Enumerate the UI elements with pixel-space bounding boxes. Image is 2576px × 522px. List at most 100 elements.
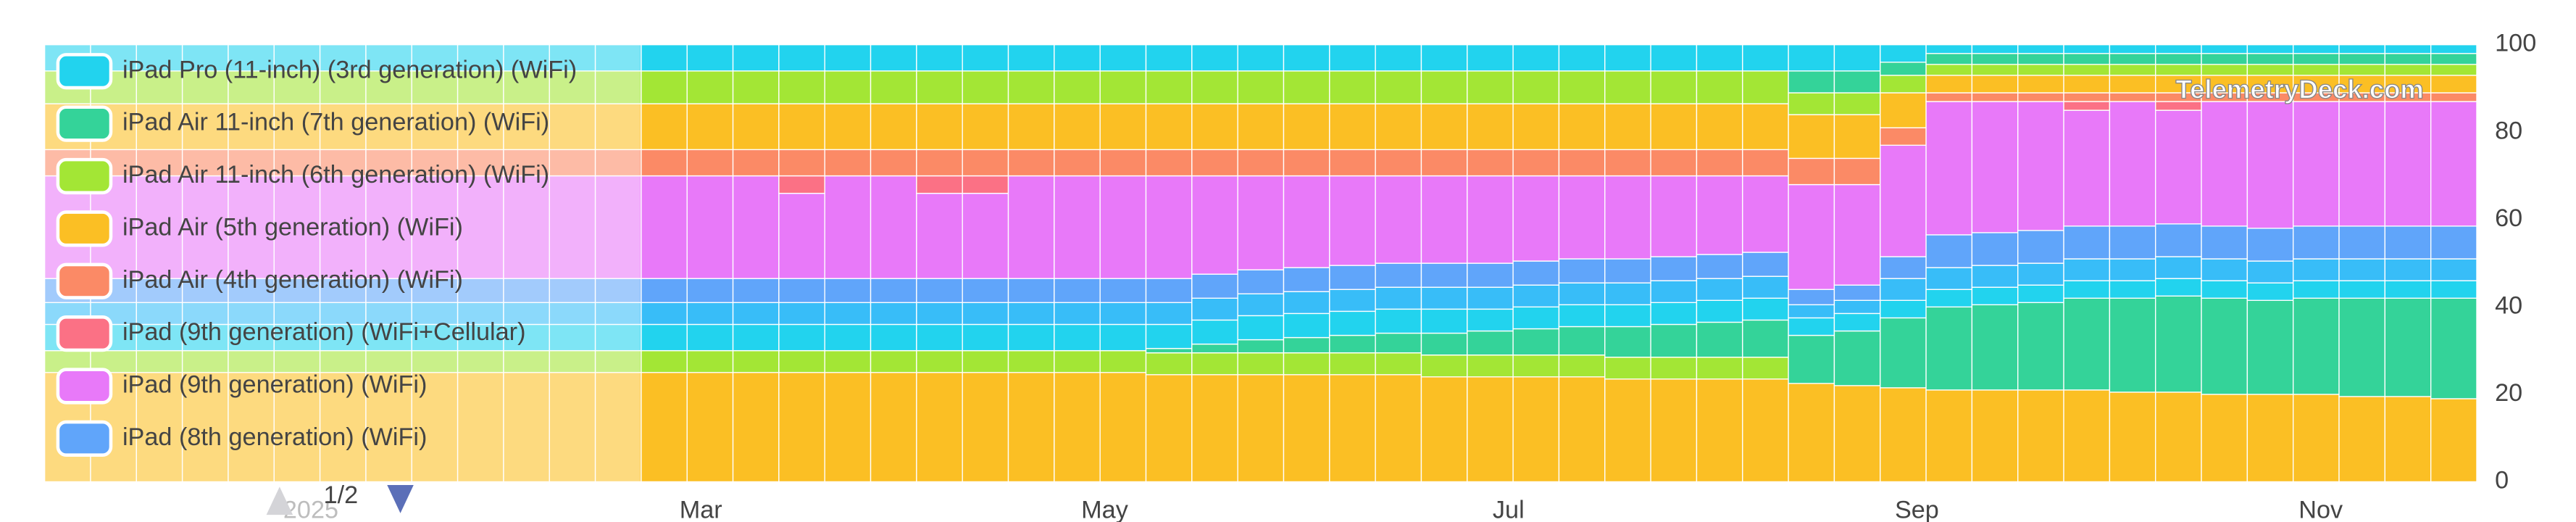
bar-segment <box>1650 103 1698 151</box>
bar-segment <box>732 70 780 104</box>
bar-segment <box>962 103 1009 151</box>
bar-segment <box>1558 175 1606 260</box>
y-tick-label: 60 <box>2495 204 2522 232</box>
bar-segment <box>1329 103 1376 151</box>
bar-segment <box>228 372 275 483</box>
bar-segment <box>2338 280 2386 299</box>
bar-segment <box>365 175 412 279</box>
bar-segment <box>1054 323 1101 352</box>
bar-segment <box>1283 70 1330 104</box>
bar-segment <box>1283 103 1330 151</box>
bar-segment <box>1833 312 1881 332</box>
legend-swatch <box>56 105 113 142</box>
bar-segment <box>457 278 504 304</box>
legend-page-up[interactable] <box>266 486 293 515</box>
bar-segment <box>732 372 780 483</box>
legend-swatch <box>56 157 113 195</box>
bar-segment <box>549 103 596 151</box>
bar-segment <box>136 372 183 483</box>
bar-segment <box>181 44 229 72</box>
bar-segment <box>1054 175 1101 279</box>
bar-segment <box>228 44 275 72</box>
bar-segment <box>2246 282 2294 302</box>
bar-segment <box>2293 225 2340 260</box>
bar-segment <box>1512 354 1560 378</box>
x-tick-label: Nov <box>2298 497 2343 522</box>
legend-label: iPad Air (4th generation) (WiFi) <box>122 266 463 294</box>
bar-segment <box>2109 64 2156 76</box>
bar-segment <box>1696 70 1743 104</box>
bar-segment <box>1145 175 1193 279</box>
bar-segment <box>549 278 596 304</box>
bar-segment <box>1237 149 1285 177</box>
bar-segment <box>1696 278 1743 302</box>
bar-segment <box>1833 114 1881 160</box>
bar-segment <box>1329 175 1376 266</box>
bar-segment <box>1420 149 1468 177</box>
bar-segment <box>1467 149 1514 177</box>
bar-segment <box>1283 267 1330 292</box>
bar-segment <box>1375 332 1422 354</box>
bar-segment <box>594 175 642 279</box>
bar-segment <box>457 302 504 326</box>
bar-segment <box>136 323 183 352</box>
bar-segment <box>228 278 275 304</box>
bar-segment <box>319 175 367 279</box>
bar-segment <box>1880 127 1927 146</box>
watermark: TelemetryDeck.com <box>2176 74 2424 104</box>
bar-segment <box>549 44 596 72</box>
legend-page: 1/2 <box>324 481 359 509</box>
bar-segment <box>962 175 1009 194</box>
bar-segment <box>778 149 825 177</box>
bar-segment <box>732 302 780 326</box>
bar-segment <box>732 44 780 72</box>
bar-segment <box>1696 299 1743 323</box>
bar-segment <box>365 278 412 304</box>
bar-segment <box>1833 284 1881 302</box>
bar-segment <box>1191 374 1238 483</box>
bar-segment <box>2063 258 2111 281</box>
bar-segment <box>2201 394 2248 483</box>
bar-segment <box>2246 394 2294 483</box>
bar-segment <box>2155 109 2202 225</box>
x-tick-label: 2025 <box>283 497 338 522</box>
bar-segment <box>2155 256 2202 279</box>
bar-segment <box>1375 374 1422 483</box>
bar-segment <box>916 278 963 304</box>
bar-segment <box>1788 334 1835 384</box>
bar-segment <box>1237 293 1285 317</box>
bar-segment <box>1742 70 1789 104</box>
bar-segment <box>870 349 917 373</box>
bar-segment <box>1145 323 1193 349</box>
legend-swatch <box>56 53 113 90</box>
bar-segment <box>1329 70 1376 104</box>
bar-segment <box>1191 175 1238 275</box>
bar-segment <box>1191 44 1238 72</box>
bar-segment <box>962 70 1009 104</box>
legend-label: iPad (9th generation) (WiFi) <box>122 371 427 399</box>
bar-segment <box>273 278 321 304</box>
bar-segment <box>641 349 688 373</box>
bar-segment <box>2430 101 2477 227</box>
bar-segment <box>870 323 917 352</box>
legend-page-down[interactable] <box>387 485 414 513</box>
bar-segment <box>2338 297 2386 397</box>
bar-segment <box>2201 44 2248 54</box>
bar-segment <box>1420 376 1468 483</box>
bar-segment <box>1145 44 1193 72</box>
bar-segment <box>273 302 321 326</box>
bar-segment <box>1145 278 1193 304</box>
bar-segment <box>1742 378 1789 483</box>
bar-segment <box>1467 330 1514 356</box>
bar-segment <box>870 175 917 279</box>
bar-segment <box>1971 64 2019 76</box>
bar-segment <box>1283 291 1330 315</box>
bar-segment <box>962 372 1009 483</box>
bar-segment <box>1742 149 1789 177</box>
bar-segment <box>1420 44 1468 72</box>
bar-segment <box>1558 149 1606 177</box>
bar-segment <box>1604 103 1651 151</box>
bar-segment <box>2109 44 2156 54</box>
bar-segment <box>1925 53 1973 65</box>
bar-segment <box>2430 258 2477 281</box>
